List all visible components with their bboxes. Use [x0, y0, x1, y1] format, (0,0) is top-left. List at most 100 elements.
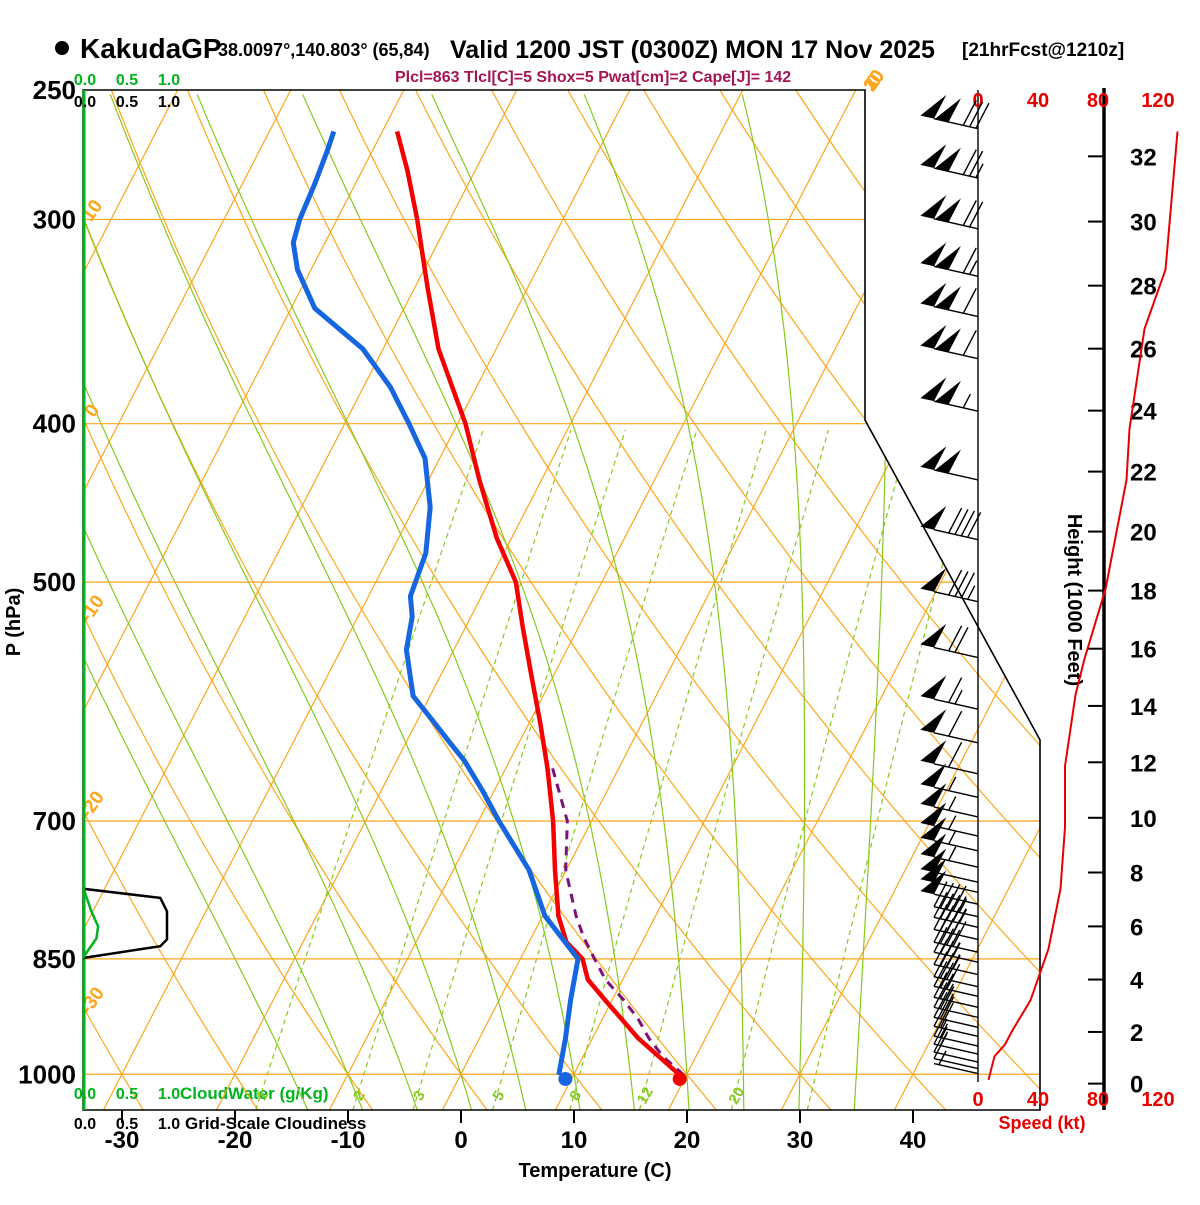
cloudiness-scale-label: Grid-Scale Cloudiness: [185, 1114, 366, 1133]
wind-barb-half: [962, 393, 972, 409]
speed-tick-label-top: 120: [1141, 90, 1174, 112]
wind-barb-pennant: [934, 245, 961, 270]
mixing-ratio-line: [412, 429, 626, 1110]
wind-barb-full: [948, 710, 963, 737]
pressure-tick-label: 1000: [18, 1059, 76, 1089]
temperature-tick-label: -30: [105, 1127, 140, 1154]
height-axis-label: Height (1000 Feet): [1063, 514, 1085, 686]
wind-barb-shaft: [933, 646, 979, 659]
wind-barb-shaft: [933, 893, 979, 905]
speed-axis-label: Speed (kt): [998, 1113, 1085, 1133]
wind-barb-shaft: [933, 1006, 979, 1019]
wind-barb-shaft: [933, 941, 979, 953]
pressure-tick-label: 850: [33, 944, 76, 974]
wind-barb-pennant: [920, 505, 947, 530]
wind-barb: [920, 675, 979, 710]
wind-barb-full: [962, 200, 977, 226]
height-tick-label: 32: [1130, 144, 1157, 171]
wind-barb-half: [939, 1023, 949, 1038]
mixing-ratio-line: [730, 429, 911, 1110]
wind-barb-full: [968, 101, 984, 128]
wind-barb-shaft: [933, 469, 979, 481]
wind-barb-full: [967, 512, 982, 538]
wind-barb-pennant: [920, 446, 947, 470]
wind-barb-full: [933, 991, 948, 1018]
wind-barb: [933, 1050, 979, 1075]
cloudwater-scale-tick-bottom: 0.0: [74, 1086, 96, 1103]
isotherm-line: [102, 90, 631, 1110]
cloudwater-scale-tick-top: 0.0: [74, 72, 96, 89]
wind-barb-full: [939, 918, 954, 944]
wind-barb-shaft: [933, 167, 979, 179]
wind-barb-full: [946, 884, 961, 910]
wind-barb-full: [933, 1010, 948, 1037]
wind-barb-shaft: [933, 985, 979, 997]
wind-barb: [920, 870, 979, 905]
temperature-tick-label: 20: [674, 1127, 701, 1154]
cloudwater-scale-tick-top: 1.0: [158, 72, 180, 89]
temperature-tick-label: 10: [561, 1127, 588, 1154]
speed-tick-label-bottom: 80: [1087, 1089, 1109, 1111]
speed-tick-label-top: 40: [1027, 90, 1049, 112]
speed-tick-label-bottom: 120: [1141, 1089, 1174, 1111]
cloudiness-scale-tick-bottom: 0.0: [74, 1116, 96, 1133]
dry-adiabat-line: [83, 90, 259, 1110]
valid-time: Valid 1200 JST (0300Z) MON 17 Nov 2025: [450, 36, 935, 64]
wind-barb: [920, 195, 984, 230]
height-tick-label: 24: [1130, 399, 1157, 426]
wind-barb: [920, 763, 979, 798]
speed-tick-label-bottom: 40: [1027, 1089, 1049, 1111]
wind-barb: [920, 848, 979, 883]
wind-barb: [920, 858, 979, 894]
wind-barb-pennant: [934, 98, 961, 123]
height-tick-label: 4: [1130, 968, 1144, 995]
wind-barb-shaft: [933, 265, 979, 277]
wind-barb-full: [954, 626, 969, 653]
wind-barb-pennant: [920, 195, 947, 219]
wind-barb-pennant: [920, 802, 947, 827]
wind-barb: [920, 144, 984, 179]
isotherm-line: [667, 90, 1040, 1110]
wind-barb-pennant: [920, 282, 947, 307]
height-tick-label: 10: [1130, 806, 1157, 833]
temperature-tick-label: -20: [218, 1127, 253, 1154]
dry-adiabat-line: [338, 90, 1040, 1110]
wind-barb-pennant: [920, 675, 947, 700]
moist-adiabat-line: [741, 94, 806, 1110]
wind-barb-full: [939, 882, 954, 909]
height-tick-label: 20: [1130, 520, 1157, 547]
wind-barb-half: [958, 898, 968, 913]
wind-barb-full: [939, 962, 954, 989]
wind-barb-full: [962, 330, 977, 356]
wind-barb-pennant: [920, 567, 947, 592]
dry-adiabat-line: [643, 90, 1040, 1110]
wind-barb-shaft: [933, 118, 979, 130]
wind-barb: [933, 881, 979, 918]
speed-tick-label-top: 80: [1087, 90, 1109, 112]
moist-adiabat-line: [83, 94, 309, 1110]
wind-barb: [920, 740, 979, 775]
height-tick-label: 0: [1130, 1072, 1143, 1099]
wind-barb-pennant: [934, 449, 961, 474]
wind-barb-shaft: [933, 348, 979, 360]
cloudiness-scale-tick-top: 0.5: [116, 94, 138, 111]
wind-barb-shaft: [933, 996, 979, 1008]
wind-barb: [933, 982, 979, 1019]
wind-barb-shaft: [933, 871, 979, 883]
wind-barb-full: [948, 677, 963, 703]
speed-tick-label-top: 0: [972, 90, 983, 112]
pressure-tick-label: 400: [33, 409, 76, 439]
cloudiness-scale-tick-bottom: 0.5: [116, 1116, 138, 1133]
temperature-tick-label: 0: [454, 1127, 467, 1154]
wind-barb-half: [948, 815, 957, 830]
wind-barb-shaft: [933, 881, 979, 894]
wind-barb-full: [933, 1018, 948, 1045]
isotherm-line: [83, 90, 518, 1110]
pressure-tick-label: 300: [33, 204, 76, 234]
isotherm-line: [893, 90, 1040, 1110]
wind-barb: [920, 623, 979, 659]
dry-adiabat-line: [719, 90, 1040, 1110]
isotherm-line: [441, 90, 970, 1110]
